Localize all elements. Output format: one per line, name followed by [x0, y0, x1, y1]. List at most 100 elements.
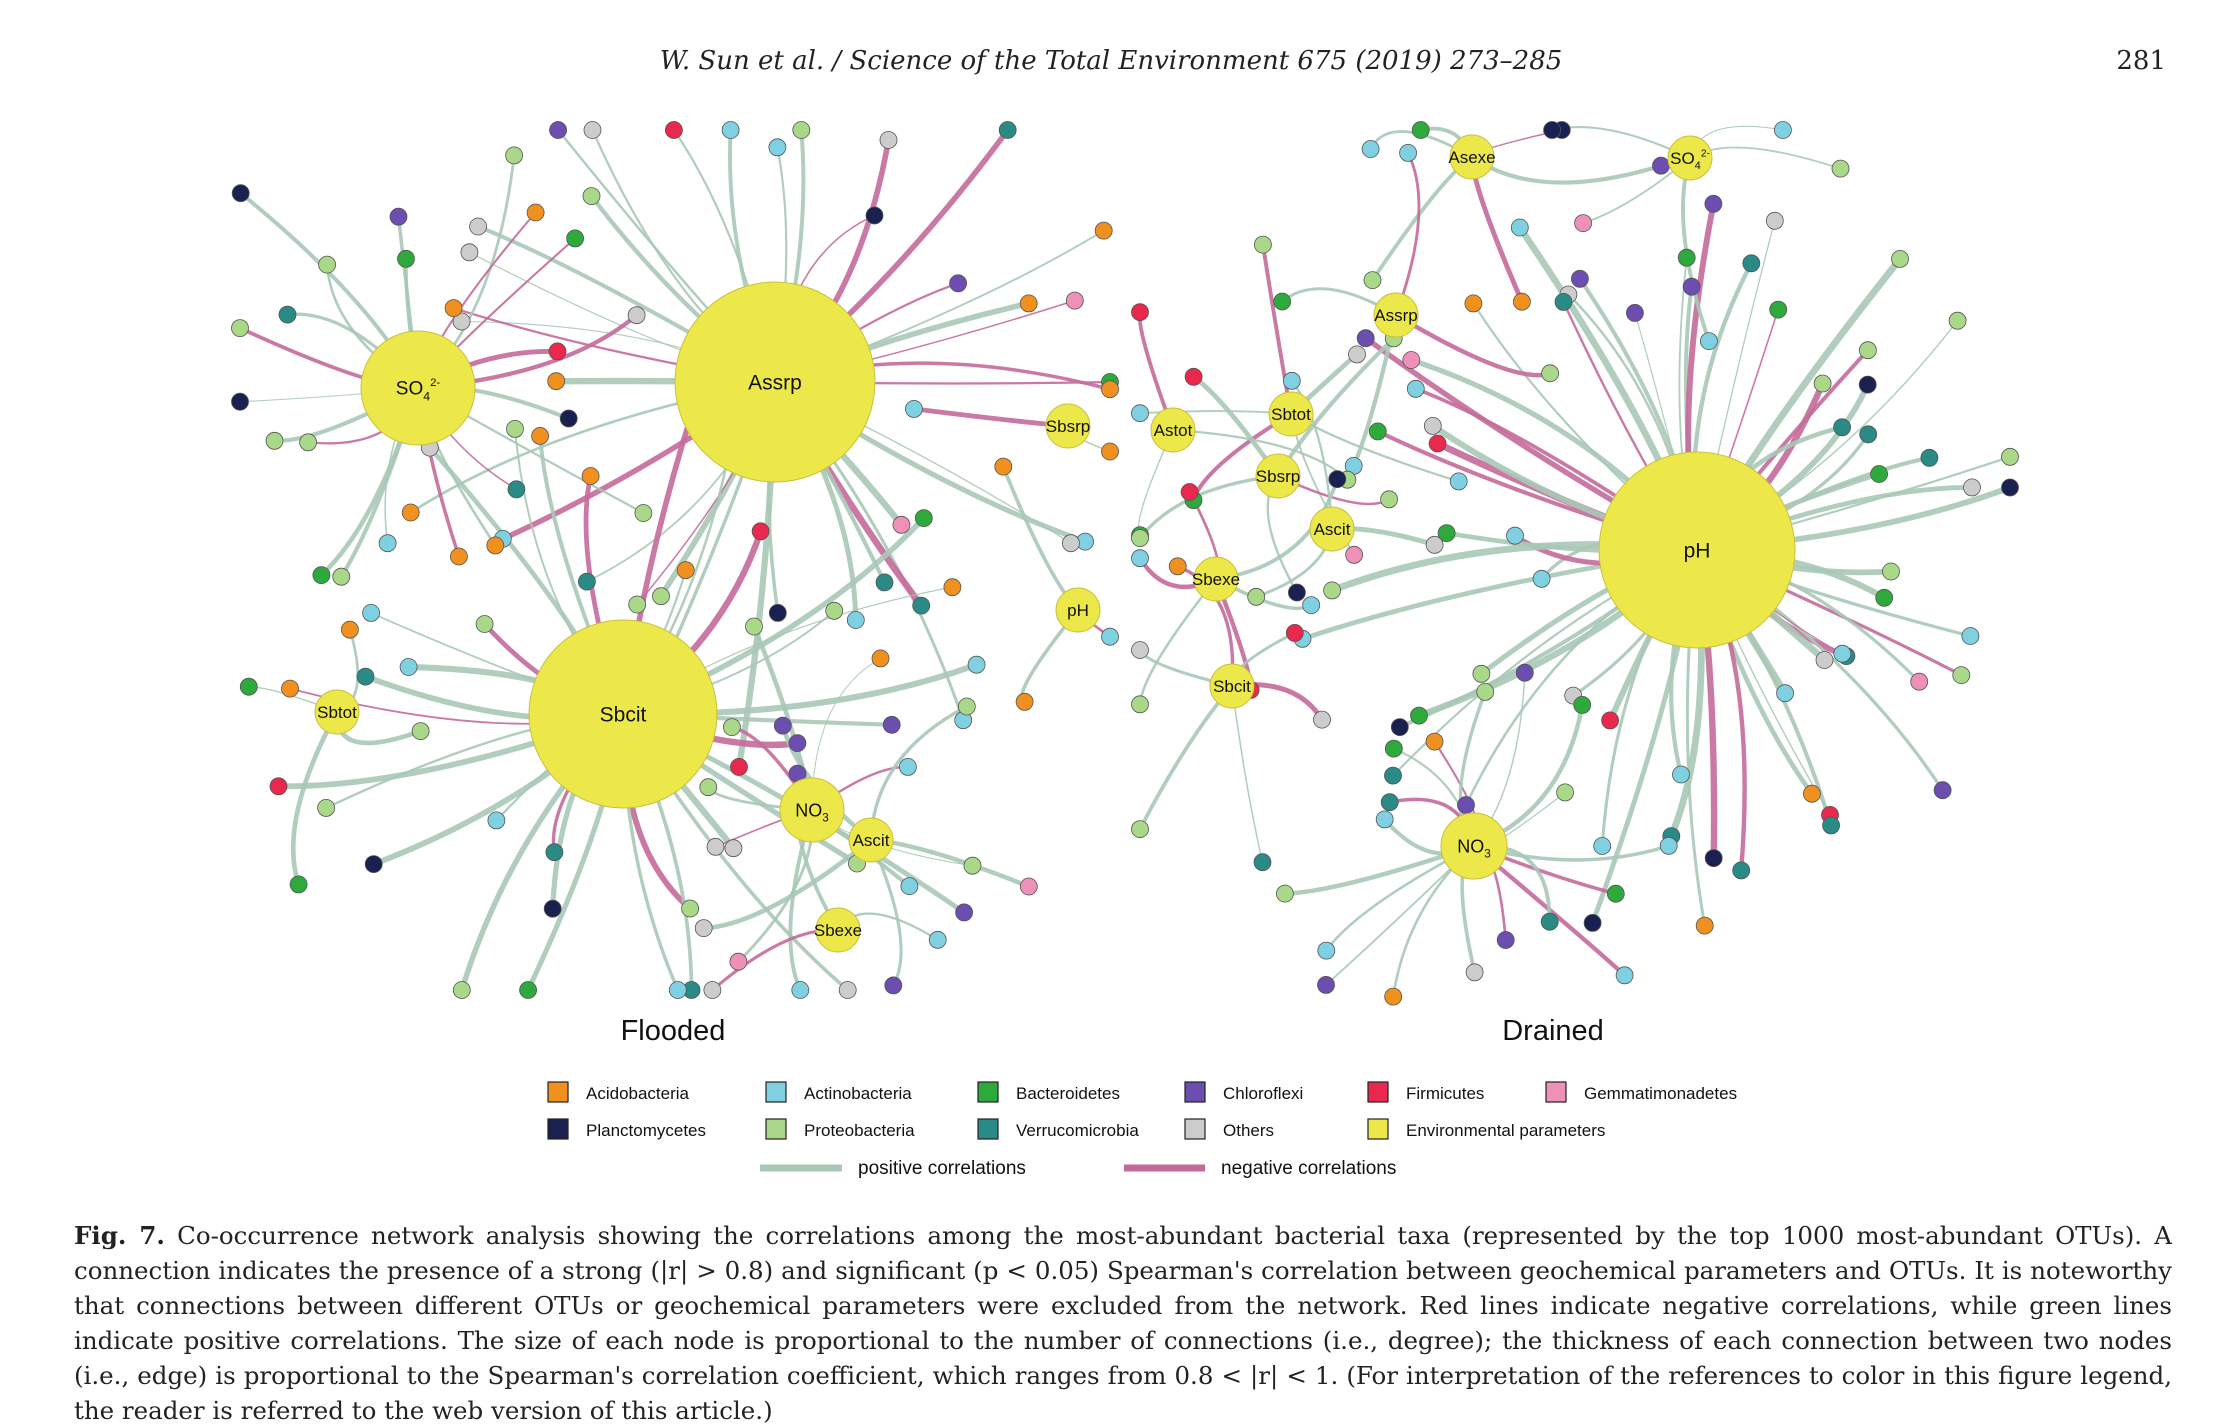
- negative-edge-no3: [1471, 843, 1627, 978]
- otu-node: [668, 981, 687, 999]
- otu-node: [1813, 374, 1832, 393]
- otu-node: [1952, 666, 1971, 684]
- positive-edge-ascit: [1290, 379, 1334, 531]
- legend-swatch-gemmatimonadetes: [1545, 1081, 1567, 1103]
- otu-node: [487, 811, 506, 830]
- hub-node-sbcit: [528, 619, 718, 809]
- otu-node: [634, 504, 653, 522]
- hub-label-assrp: Assrp: [1374, 306, 1417, 325]
- hub-node-no3: [1440, 812, 1508, 880]
- otu-node: [545, 843, 564, 862]
- caption-text: Co-occurrence network analysis showing t…: [74, 1221, 2173, 1425]
- legend-swatch-firmicutes: [1367, 1081, 1389, 1103]
- otu-node: [1348, 345, 1366, 364]
- otu-node: [963, 856, 982, 875]
- legend-swatch-chloroflexi: [1184, 1081, 1206, 1103]
- otu-node: [231, 184, 250, 203]
- hub-label-no3: NO3: [795, 800, 829, 824]
- otu-node: [681, 899, 699, 918]
- hub-label-sbcit: Sbcit: [1213, 677, 1251, 696]
- otu-node: [729, 952, 748, 971]
- otu-node: [706, 837, 725, 856]
- legend-edge-label: positive correlations: [858, 1158, 1026, 1179]
- otu-node: [1532, 569, 1551, 588]
- legend-label: Verrucomicrobia: [1016, 1121, 1139, 1140]
- otu-node: [559, 409, 578, 428]
- hub-label-so4-2-: SO42-: [396, 377, 441, 403]
- hub-node-so4-2-: [360, 330, 476, 446]
- otu-node: [444, 299, 463, 318]
- otu-node: [1131, 641, 1149, 659]
- hub-label-sbtot: Sbtot: [317, 703, 357, 722]
- otu-node: [1606, 884, 1625, 903]
- otu-node: [1273, 292, 1292, 311]
- otu-node: [1015, 692, 1034, 711]
- otu-node: [317, 799, 336, 817]
- otu-node: [1380, 490, 1398, 509]
- otu-node: [1732, 861, 1751, 880]
- otu-node: [900, 877, 919, 895]
- otu-node: [289, 875, 308, 894]
- otu-node: [469, 217, 488, 236]
- otu-node: [582, 187, 601, 206]
- otu-node: [1583, 914, 1602, 932]
- otu-node: [791, 981, 810, 999]
- otu-node: [364, 855, 383, 873]
- otu-node: [694, 919, 713, 937]
- otu-node: [1672, 765, 1690, 784]
- otu-node: [882, 715, 901, 734]
- otu-node: [566, 229, 584, 248]
- otu-node: [1571, 269, 1589, 288]
- otu-node: [278, 305, 297, 324]
- otu-node: [318, 255, 337, 274]
- otu-node: [1423, 416, 1442, 435]
- otu-node: [628, 595, 647, 614]
- otu-node: [1131, 549, 1149, 568]
- otu-node: [1131, 303, 1149, 322]
- otu-node: [299, 433, 318, 452]
- otu-node: [397, 249, 415, 268]
- otu-node: [312, 566, 331, 584]
- hub-label-no3: NO3: [1457, 836, 1491, 860]
- hub-node-so4-2-: [1667, 135, 1713, 181]
- otu-node: [1574, 214, 1592, 233]
- otu-node: [1882, 562, 1900, 581]
- otu-node: [1920, 448, 1939, 467]
- otu-node: [1428, 434, 1447, 453]
- hub-label-astot: Astot: [1154, 421, 1193, 440]
- legend-swatch-planctomycetes: [547, 1118, 569, 1140]
- otu-node: [1406, 379, 1425, 398]
- otu-node: [1833, 418, 1851, 437]
- legend-swatch-verrucomicrobia: [977, 1118, 999, 1140]
- figure-caption: Fig. 7. Co-occurrence network analysis s…: [74, 1218, 2172, 1428]
- otu-node: [879, 131, 898, 149]
- otu-node: [1540, 912, 1559, 931]
- otu-node: [1859, 341, 1877, 360]
- otu-node: [356, 667, 375, 686]
- otu-node: [389, 207, 408, 226]
- otu-node: [1184, 367, 1203, 386]
- otu-node: [378, 534, 397, 553]
- otu-node: [773, 716, 792, 735]
- legend-swatch-others: [1184, 1118, 1206, 1140]
- otu-node: [1601, 711, 1619, 730]
- otu-node: [1859, 425, 1878, 444]
- positive-edge-so4-2-: [1689, 146, 1842, 170]
- otu-node: [547, 372, 566, 391]
- hub-label-sbcit: Sbcit: [600, 703, 647, 726]
- hub-node-sbsrp: [1045, 403, 1091, 449]
- otu-node: [792, 121, 811, 139]
- otu-node: [699, 778, 718, 797]
- otu-node: [1875, 588, 1894, 607]
- otu-node: [1131, 529, 1149, 547]
- otu-node: [1390, 718, 1409, 736]
- legend-label: Chloroflexi: [1223, 1084, 1303, 1103]
- otu-node: [1910, 672, 1929, 691]
- otu-node: [884, 976, 903, 995]
- hub-label-ph: pH: [1067, 601, 1089, 620]
- hub-node-sbtot: [1268, 391, 1314, 437]
- hub-label-ph: pH: [1684, 539, 1711, 562]
- hub-label-sbexe: Sbexe: [814, 921, 862, 940]
- positive-edge-sbcit: [1138, 684, 1234, 831]
- otu-node: [1288, 583, 1306, 602]
